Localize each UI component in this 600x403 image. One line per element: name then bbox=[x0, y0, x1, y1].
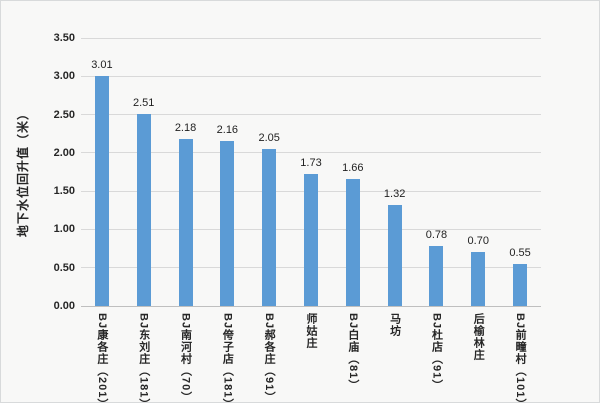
bar-value-label: 2.05 bbox=[258, 132, 280, 145]
gridline bbox=[81, 114, 541, 116]
y-tick-label: 1.00 bbox=[53, 223, 75, 236]
gridline bbox=[81, 75, 541, 77]
bar-value-label: 0.78 bbox=[425, 229, 448, 242]
x-category-label: BJ郝各庄（91） bbox=[263, 313, 276, 403]
x-category-label: 后榆林庄 bbox=[472, 313, 485, 361]
x-category-label: BJ白庙（81） bbox=[346, 313, 359, 392]
bar-value-label: 1.73 bbox=[300, 156, 322, 169]
bar bbox=[471, 252, 486, 306]
bar bbox=[513, 263, 528, 306]
bar bbox=[304, 173, 318, 306]
bar-value-label: 2.16 bbox=[216, 123, 239, 136]
bar bbox=[262, 149, 277, 306]
bar bbox=[136, 113, 151, 306]
y-tick-label: 3.50 bbox=[53, 32, 75, 44]
y-tick-label: 0.50 bbox=[53, 261, 75, 274]
bar-value-label: 2.18 bbox=[174, 122, 197, 135]
x-category-label: BJ东刘庄（181） bbox=[137, 313, 150, 403]
bar bbox=[429, 246, 444, 306]
y-axis-title: 地下水位回升值（米） bbox=[16, 107, 30, 238]
y-tick-label: 2.50 bbox=[53, 108, 75, 121]
bar-value-label: 0.55 bbox=[509, 246, 531, 259]
bar bbox=[178, 139, 193, 306]
gridline bbox=[81, 152, 541, 154]
bar-value-label: 0.70 bbox=[467, 235, 489, 248]
y-tick-label: 1.50 bbox=[53, 185, 75, 198]
bar bbox=[220, 140, 235, 306]
x-category-label: 马坊 bbox=[388, 313, 401, 337]
bar-value-label: 2.51 bbox=[133, 96, 155, 109]
x-category-label: BJ杜店（91） bbox=[430, 313, 443, 392]
x-category-label: 师姑庄 bbox=[305, 313, 317, 349]
bar-value-label: 1.66 bbox=[342, 161, 364, 174]
x-category-label: BJ南河村（70） bbox=[179, 313, 192, 403]
bar bbox=[345, 178, 360, 306]
gridline bbox=[81, 37, 541, 39]
bar bbox=[94, 75, 109, 306]
bar-value-label: 3.01 bbox=[91, 58, 113, 71]
y-tick-label: 0.00 bbox=[53, 300, 75, 312]
bar-value-label: 1.32 bbox=[383, 187, 406, 200]
y-tick-label: 2.00 bbox=[53, 146, 75, 159]
bar bbox=[387, 204, 402, 306]
x-axis-line bbox=[81, 305, 541, 307]
x-category-label: BJ侉子店（181） bbox=[221, 313, 234, 403]
y-tick-label: 3.00 bbox=[53, 70, 75, 83]
x-category-label: BJ康各庄（201） bbox=[95, 313, 108, 403]
x-category-label: BJ前疃村（101） bbox=[514, 313, 527, 403]
